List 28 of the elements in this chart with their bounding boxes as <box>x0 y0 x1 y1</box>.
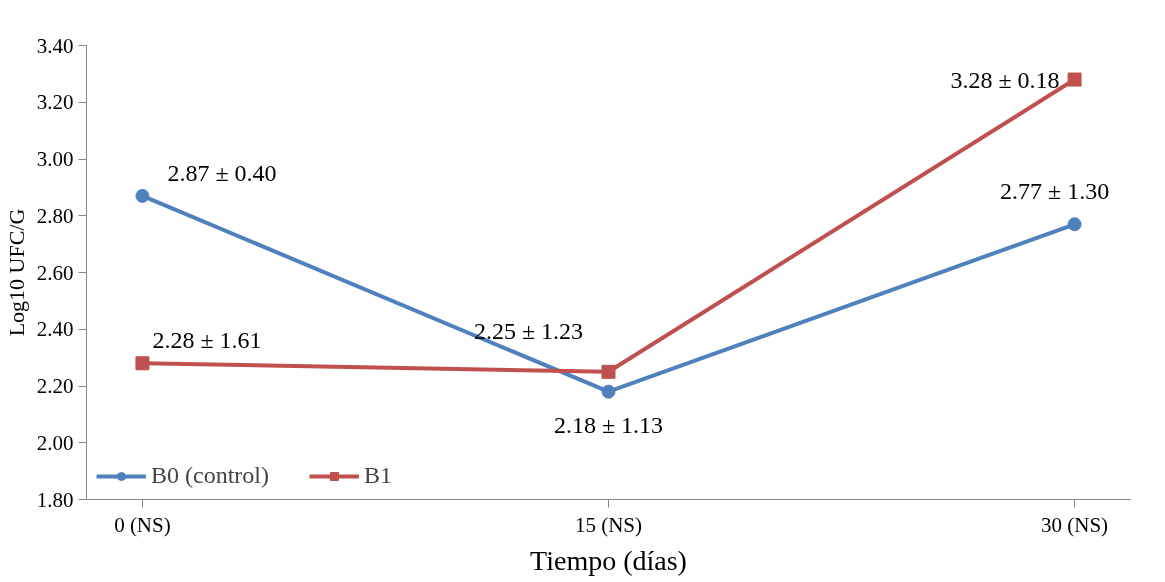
data-label: 2.25 ± 1.23 <box>473 317 584 344</box>
legend-label: B0 (control) <box>151 462 269 489</box>
y-tick-label: 1.80 <box>36 487 74 512</box>
y-tick-label: 3.20 <box>36 90 74 115</box>
data-label: 2.77 ± 1.30 <box>999 178 1110 205</box>
data-label: 2.28 ± 1.61 <box>152 327 262 354</box>
x-tick-label: 0 (NS) <box>114 512 171 537</box>
point <box>135 356 150 371</box>
point <box>1067 72 1082 87</box>
y-tick-label: 2.40 <box>36 317 74 342</box>
y-tick-label: 2.00 <box>36 430 74 455</box>
data-label: 3.28 ± 0.18 <box>950 66 1060 93</box>
y-tick-label: 2.60 <box>36 260 74 285</box>
y-axis-title: Log10 UFC/G <box>3 208 29 337</box>
x-tick-label: 15 (NS) <box>574 512 643 537</box>
y-tick-label: 3.40 <box>36 33 74 58</box>
point <box>601 384 616 399</box>
y-tick-label: 2.80 <box>36 203 74 228</box>
data-label: 2.87 ± 0.40 <box>167 159 277 186</box>
point <box>601 364 616 379</box>
x-tick-label: 30 (NS) <box>1041 512 1109 537</box>
point <box>135 188 150 203</box>
x-axis-title: Tiempo (días) <box>530 544 687 576</box>
data-label: 2.18 ± 1.13 <box>553 411 664 438</box>
y-tick-label: 3.00 <box>36 147 74 171</box>
point <box>1067 217 1082 232</box>
y-tick-label: 2.20 <box>36 374 74 398</box>
legend-label: B1 <box>363 462 392 489</box>
